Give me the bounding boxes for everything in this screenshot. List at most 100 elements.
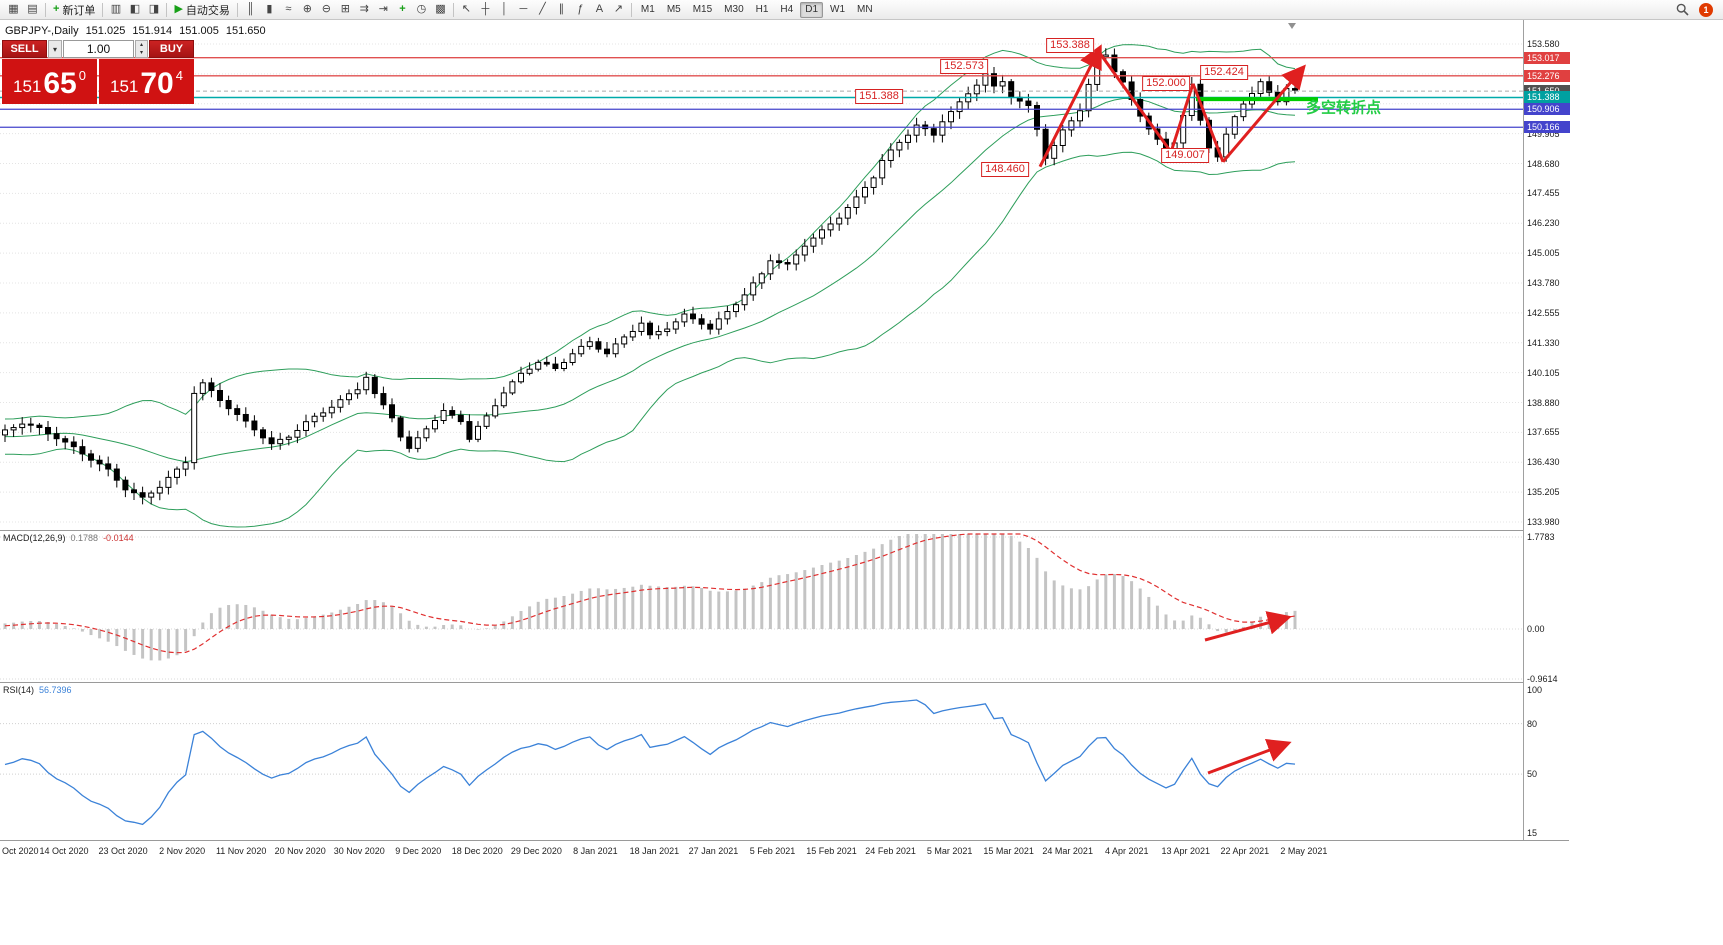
text-tool-button[interactable]: A <box>590 1 609 18</box>
horizontal-line-button[interactable]: ─ <box>514 1 533 18</box>
panel-separator-rsi[interactable] <box>0 682 1569 683</box>
horizontal-line-icon: ─ <box>519 3 528 15</box>
fibonacci-icon: ƒ <box>577 3 584 15</box>
price-axis[interactable]: 153.580152.355151.130149.905148.680147.4… <box>1523 20 1570 862</box>
order-type-dropdown[interactable]: ▾ <box>48 40 62 58</box>
price-marker: 153.017 <box>1524 51 1570 64</box>
timeframe-h4[interactable]: H4 <box>780 4 794 15</box>
macd-scale-tick: 0.00 <box>1527 624 1545 634</box>
time-label: 2 May 2021 <box>1280 846 1328 856</box>
price-tick: 133.980 <box>1527 517 1560 527</box>
macd-panel[interactable] <box>0 531 1523 682</box>
cursor-icon: ↖ <box>461 3 472 15</box>
autotrading-button[interactable]: ▶ 自动交易 <box>170 1 233 18</box>
equidistant-channel-button[interactable]: ∥ <box>552 1 571 18</box>
price-tick: 148.680 <box>1527 158 1560 169</box>
volume-up-icon[interactable]: ▴ <box>139 42 143 48</box>
toolbar-separator <box>45 2 46 17</box>
timeframe-m15[interactable]: M15 <box>692 4 713 15</box>
zoom-out-button[interactable]: ⊖ <box>317 1 336 18</box>
candlestick-chart-icon: ▮ <box>266 3 273 15</box>
indicators-add-icon: + <box>399 3 406 15</box>
trade-panel-controls: SELL ▾ 1.00 ▴ ▾ BUY <box>2 40 194 58</box>
price-tick: 146.230 <box>1527 218 1560 229</box>
rsi-name: RSI(14) <box>3 685 35 695</box>
sell-price-box[interactable]: 151 65 0 <box>2 59 97 104</box>
bar-chart-button[interactable]: ║ <box>241 1 260 18</box>
main-toolbar: ▦ ▤ + 新订单 ▥ ◧ ◨ ▶ 自动交易 ║ ▮ ≈ ⊕ ⊖ ⊞ ⇉ ⇥ + ◷ ▩ ↖ ┼ │ ─ ╱ ∥ ƒ A ↗ M1 M5 M1… <box>0 0 1723 20</box>
crosshair-button[interactable]: ┼ <box>476 1 495 18</box>
timeframe-m5[interactable]: M5 <box>666 4 681 15</box>
vertical-line-button[interactable]: │ <box>495 1 514 18</box>
timeframe-mn[interactable]: MN <box>857 4 873 15</box>
macd-signal-value: -0.0144 <box>103 533 134 543</box>
panel-separator-macd[interactable] <box>0 530 1569 531</box>
toolbar-buttons: ▦ ▤ + 新订单 ▥ ◧ ◨ ▶ 自动交易 ║ ▮ ≈ ⊕ ⊖ ⊞ ⇉ ⇥ + ◷ ▩ ↖ ┼ │ ─ ╱ ∥ ƒ A ↗ M1 M5 M1… <box>4 0 879 19</box>
timeframe-m30[interactable]: M30 <box>724 4 744 15</box>
data-window-button[interactable]: ◧ <box>125 1 144 18</box>
timeframe-m1[interactable]: M1 <box>640 4 655 15</box>
market-watch-button[interactable]: ▥ <box>106 1 125 18</box>
indicators-add-button[interactable]: + <box>393 1 412 18</box>
volume-input[interactable]: 1.00 <box>63 40 134 58</box>
timeframe-w1[interactable]: W1 <box>830 4 846 15</box>
toolbar-separator <box>630 2 632 17</box>
autotrading-label: 自动交易 <box>185 4 230 17</box>
time-label: 29 Dec 2020 <box>510 846 562 856</box>
tile-windows-button[interactable]: ⊞ <box>336 1 355 18</box>
candlestick-chart-button[interactable]: ▮ <box>260 1 279 18</box>
toolbar-separator <box>452 2 454 17</box>
price-marker: 152.276 <box>1524 69 1570 82</box>
arrows-tool-button[interactable]: ↗ <box>609 1 628 18</box>
trendline-icon: ╱ <box>539 3 546 15</box>
rsi-label: RSI(14) 56.7396 <box>3 685 72 695</box>
time-label: 18 Jan 2021 <box>629 846 680 856</box>
time-axis[interactable]: Oct 2020 14 Oct 2020 23 Oct 2020 2 Nov 2020… <box>0 840 1569 862</box>
chart-shift-button[interactable]: ⇥ <box>374 1 393 18</box>
cursor-button[interactable]: ↖ <box>457 1 476 18</box>
sell-price-point: 0 <box>78 68 86 83</box>
buy-price-box[interactable]: 151 70 4 <box>99 59 194 104</box>
templates-button[interactable]: ▩ <box>431 1 450 18</box>
low-value: 151.005 <box>179 25 219 37</box>
auto-scroll-button[interactable]: ⇉ <box>355 1 374 18</box>
navigator-button[interactable]: ◨ <box>144 1 163 18</box>
fibonacci-button[interactable]: ƒ <box>571 1 590 18</box>
chart-profiles-button[interactable]: ▤ <box>23 1 42 18</box>
search-button[interactable] <box>1672 1 1693 18</box>
zoom-in-button[interactable]: ⊕ <box>298 1 317 18</box>
toolbar-separator <box>166 2 168 17</box>
time-label: 9 Dec 2020 <box>395 846 442 856</box>
time-label: 22 Apr 2021 <box>1220 846 1270 856</box>
time-label: 18 Dec 2020 <box>451 846 503 856</box>
volume-stepper[interactable]: ▴ ▾ <box>135 40 148 58</box>
sell-button[interactable]: SELL <box>2 40 47 58</box>
new-order-label: 新订单 <box>62 4 96 17</box>
new-order-button[interactable]: + 新订单 <box>49 1 99 18</box>
volume-down-icon[interactable]: ▾ <box>139 50 143 56</box>
chart-shift-marker[interactable] <box>1288 23 1296 29</box>
time-label: 5 Mar 2021 <box>926 846 973 856</box>
trendline-button[interactable]: ╱ <box>533 1 552 18</box>
time-label: 23 Oct 2020 <box>98 846 148 856</box>
periods-button[interactable]: ◷ <box>412 1 431 18</box>
vertical-line-icon: │ <box>500 3 508 15</box>
line-chart-button[interactable]: ≈ <box>279 1 298 18</box>
timeframe-d1[interactable]: D1 <box>800 1 824 18</box>
main-chart[interactable]: 多空转折点 <box>0 20 1523 530</box>
new-chart-button[interactable]: ▦ <box>4 1 23 18</box>
timeframe-h1[interactable]: H1 <box>755 4 769 15</box>
macd-name: MACD(12,26,9) <box>3 533 66 543</box>
rsi-panel[interactable] <box>0 683 1523 840</box>
periods-icon: ◷ <box>416 3 427 15</box>
bar-chart-icon: ║ <box>246 3 255 15</box>
rsi-value: 56.7396 <box>39 685 72 695</box>
price-tick: 141.330 <box>1527 337 1560 348</box>
macd-label: MACD(12,26,9) 0.1788 -0.0144 <box>3 533 134 543</box>
trade-panel-prices: 151 65 0 151 70 4 <box>2 59 194 104</box>
symbol-period-label: GBPJPY-,Daily <box>5 25 79 37</box>
time-label: 11 Nov 2020 <box>215 846 267 856</box>
buy-button[interactable]: BUY <box>149 40 194 58</box>
time-label: 2 Nov 2020 <box>159 846 206 856</box>
notification-badge[interactable]: 1 <box>1699 2 1713 17</box>
